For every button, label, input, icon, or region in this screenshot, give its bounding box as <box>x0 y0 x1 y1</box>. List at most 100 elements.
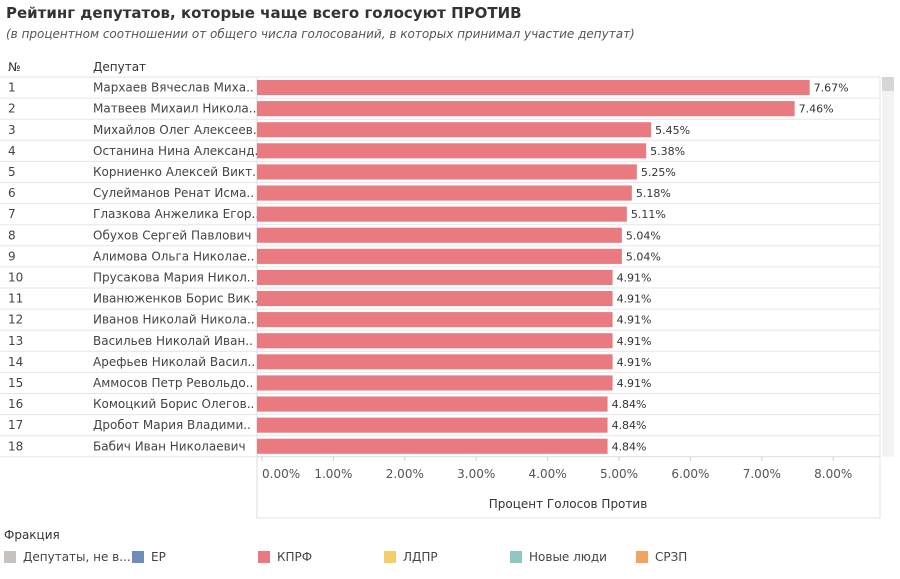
legend-item[interactable]: Депутаты, не в... <box>4 548 131 566</box>
bar <box>257 375 613 391</box>
legend-title: Фракция <box>4 528 60 542</box>
bar <box>257 206 627 222</box>
legend: Фракция Депутаты, не в... ЕР КПРФ ЛДПР Новые… <box>4 528 900 578</box>
data-label: 5.25% <box>641 166 676 179</box>
row-rank: 12 <box>8 313 23 327</box>
x-tick-label: 6.00% <box>671 467 709 481</box>
bar <box>257 417 608 433</box>
row-name: Аммосов Петр Револьдо.. <box>93 376 253 390</box>
bar <box>257 248 622 264</box>
bar <box>257 354 613 370</box>
row-rank: 14 <box>8 355 23 369</box>
scrollbar-thumb[interactable] <box>882 77 894 91</box>
legend-swatch <box>4 551 16 563</box>
bar <box>257 101 795 117</box>
legend-swatch <box>258 551 270 563</box>
data-label: 4.84% <box>612 440 647 453</box>
data-label: 4.84% <box>612 398 647 411</box>
bar <box>257 438 608 454</box>
legend-item[interactable]: ЛДПР <box>384 548 438 566</box>
row-rank: 16 <box>8 397 23 411</box>
row-rank: 11 <box>8 292 23 306</box>
bar <box>257 164 637 180</box>
data-label: 4.91% <box>617 271 652 284</box>
bar <box>257 122 652 138</box>
row-rank: 10 <box>8 270 23 284</box>
scrollbar-track[interactable] <box>882 77 894 457</box>
legend-label: Депутаты, не в... <box>23 550 131 564</box>
legend-item[interactable]: Новые люди <box>510 548 607 566</box>
legend-label: КПРФ <box>277 550 313 564</box>
row-rank: 6 <box>8 186 16 200</box>
x-tick-label: 8.00% <box>814 467 852 481</box>
row-name: Васильев Николай Иван.. <box>93 334 253 348</box>
legend-items: Депутаты, не в... ЕР КПРФ ЛДПР Новые люди СРЗ… <box>4 548 900 568</box>
x-tick-label: 3.00% <box>457 467 495 481</box>
data-label: 5.04% <box>626 250 661 263</box>
row-name: Арефьев Николай Васил.. <box>93 355 255 369</box>
legend-label: Новые люди <box>529 550 607 564</box>
bar <box>257 269 613 285</box>
bar <box>257 291 613 307</box>
bar-chart: № Депутат 1 Мархаев Вячеслав Миха.. 7.67% 2 Ма… <box>0 60 894 519</box>
legend-item[interactable]: КПРФ <box>258 548 312 566</box>
row-header-number: № <box>8 60 20 74</box>
x-tick-label: 0.00% <box>262 467 300 481</box>
bar <box>257 312 613 328</box>
row-name: Иванов Николай Никола.. <box>93 313 255 327</box>
row-rank: 8 <box>8 228 16 242</box>
legend-swatch <box>636 551 648 563</box>
data-label: 5.18% <box>636 187 671 200</box>
legend-swatch <box>384 551 396 563</box>
row-name: Комоцкий Борис Олегов.. <box>93 397 254 411</box>
chart-title: Рейтинг депутатов, которые чаще всего го… <box>6 4 522 22</box>
x-tick-label: 4.00% <box>529 467 567 481</box>
legend-swatch <box>132 551 144 563</box>
bar <box>257 185 632 201</box>
data-label: 4.91% <box>617 377 652 390</box>
row-name: Алимова Ольга Николае.. <box>93 249 254 263</box>
bar <box>257 80 810 96</box>
legend-item[interactable]: ЕР <box>132 548 166 566</box>
data-label: 7.67% <box>814 82 849 95</box>
row-rank: 7 <box>8 207 16 221</box>
x-tick-label: 5.00% <box>600 467 638 481</box>
row-rank: 1 <box>8 81 16 95</box>
data-label: 4.91% <box>617 335 652 348</box>
row-rank: 5 <box>8 165 16 179</box>
row-name: Михайлов Олег Алексеев.. <box>93 123 261 137</box>
legend-label: СРЗП <box>655 550 688 564</box>
legend-label: ЕР <box>151 550 166 564</box>
bar <box>257 143 647 159</box>
row-name: Сулейманов Ренат Исма.. <box>93 186 254 200</box>
x-tick-label: 1.00% <box>314 467 352 481</box>
row-name: Иванюженков Борис Вик.. <box>93 292 258 306</box>
row-name: Матвеев Михаил Никола.. <box>93 102 256 116</box>
row-header-name: Депутат <box>93 60 146 74</box>
row-rank: 3 <box>8 123 16 137</box>
row-rank: 18 <box>8 439 23 453</box>
x-axis-label: Процент Голосов Против <box>489 497 648 511</box>
row-name: Останина Нина Александ.. <box>93 144 262 158</box>
row-rank: 17 <box>8 418 23 432</box>
row-rank: 2 <box>8 102 16 116</box>
bar <box>257 396 608 412</box>
bar <box>257 333 613 349</box>
legend-label: ЛДПР <box>403 550 438 564</box>
data-label: 5.45% <box>655 124 690 137</box>
legend-swatch <box>510 551 522 563</box>
data-label: 5.38% <box>650 145 685 158</box>
x-tick-label: 7.00% <box>743 467 781 481</box>
x-tick-label: 2.00% <box>386 467 424 481</box>
row-rank: 15 <box>8 376 23 390</box>
bar <box>257 227 622 243</box>
chart-subtitle: (в процентном соотношении от общего числ… <box>6 27 635 41</box>
row-rank: 9 <box>8 249 16 263</box>
legend-item[interactable]: СРЗП <box>636 548 687 566</box>
data-label: 4.91% <box>617 314 652 327</box>
row-name: Дробот Мария Владими.. <box>93 418 251 432</box>
row-name: Обухов Сергей Павлович <box>93 228 251 242</box>
row-name: Мархаев Вячеслав Миха.. <box>93 81 254 95</box>
data-label: 5.11% <box>631 208 666 221</box>
data-label: 7.46% <box>799 103 834 116</box>
